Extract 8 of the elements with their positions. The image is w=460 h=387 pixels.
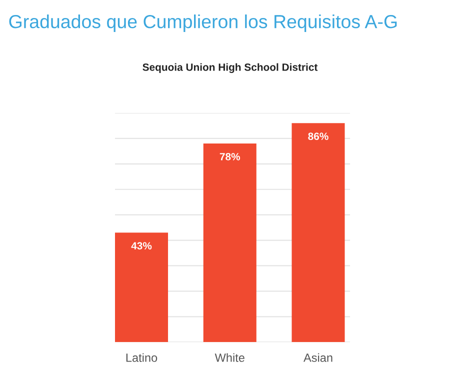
data-label: 78% <box>220 152 240 160</box>
x-tick-label: Latino <box>126 353 158 362</box>
data-label: 43% <box>131 242 152 250</box>
x-tick-label: Asian <box>304 353 332 362</box>
data-label: 86% <box>308 132 328 140</box>
chart-title: Graduados que Cumplieron los Requisitos A-G <box>9 14 397 32</box>
x-tick-label: White <box>214 353 244 362</box>
chart-subtitle: Sequoia Union High School District <box>142 63 318 73</box>
